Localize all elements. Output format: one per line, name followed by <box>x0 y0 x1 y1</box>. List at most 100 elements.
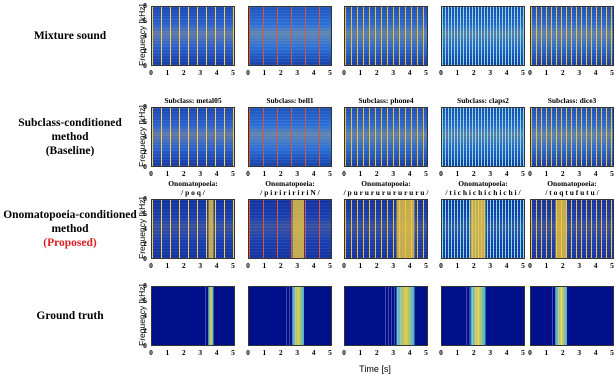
x-tick-label: 1 <box>358 169 363 178</box>
x-tick-label: 5 <box>231 261 235 270</box>
row-label: method <box>51 131 89 143</box>
x-tick-label: 4 <box>311 68 316 77</box>
y-tick-label: 4 <box>143 31 147 40</box>
x-tick-label: 4 <box>214 261 219 270</box>
x-tick-label: 4 <box>593 348 598 357</box>
spectrogram <box>441 286 525 346</box>
y-tick-label: 8 <box>143 194 147 203</box>
x-tick-label: 0 <box>246 68 250 77</box>
x-tick-label: 2 <box>374 261 379 270</box>
x-tick-label: 5 <box>231 68 235 77</box>
x-tick-label: 1 <box>455 261 460 270</box>
x-tick-label: 5 <box>610 348 614 357</box>
row-label: Onomatopoeia-conditioned <box>3 209 137 221</box>
panel-caption: Onomatopoeia: <box>361 179 411 188</box>
panel-caption: / p i r i r i r i r i N / <box>260 188 320 197</box>
x-tick-label: 0 <box>342 169 346 178</box>
x-tick-label: 3 <box>577 169 582 178</box>
x-tick-label: 1 <box>165 348 170 357</box>
panel-caption: Onomatopoeia: <box>458 179 508 188</box>
spectrogram <box>248 286 332 346</box>
x-tick-label: 5 <box>231 169 235 178</box>
x-tick-label: 4 <box>593 68 598 77</box>
x-tick-label: 1 <box>544 169 549 178</box>
x-tick-label: 3 <box>295 348 300 357</box>
y-tick-label: 6 <box>143 209 147 218</box>
x-tick-label: 2 <box>471 169 476 178</box>
x-tick-label: 2 <box>181 261 186 270</box>
x-tick-label: 0 <box>439 68 443 77</box>
x-tick-label: 3 <box>391 261 396 270</box>
spectrogram <box>248 199 332 259</box>
x-tick-label: 5 <box>424 261 428 270</box>
x-tick-label: 5 <box>328 348 332 357</box>
y-tick-label: 6 <box>143 296 147 305</box>
x-tick-label: 0 <box>439 348 443 357</box>
x-tick-label: 4 <box>593 261 598 270</box>
panel-caption: / t o q t u f u t u / <box>545 188 599 197</box>
panel-caption: / t i c h i c h i c h i c h i / <box>445 188 521 197</box>
x-tick-label: 4 <box>593 169 598 178</box>
x-tick-label: 4 <box>214 348 219 357</box>
x-tick-label: 0 <box>149 348 153 357</box>
x-tick-label: 2 <box>374 348 379 357</box>
x-tick-label: 0 <box>528 348 532 357</box>
x-tick-label: 1 <box>455 68 460 77</box>
panel-caption: / p o q / <box>181 188 205 197</box>
x-tick-label: 4 <box>311 261 316 270</box>
spectrogram <box>248 6 332 66</box>
x-tick-label: 0 <box>342 348 346 357</box>
x-tick-label: 0 <box>528 261 532 270</box>
x-tick-label: 1 <box>358 68 363 77</box>
x-tick-label: 5 <box>424 348 428 357</box>
panel-caption: / p u r u r u r u r u r u r u / <box>343 188 429 197</box>
x-tick-label: 1 <box>262 261 267 270</box>
spectrogram <box>151 286 235 346</box>
x-tick-label: 2 <box>374 169 379 178</box>
x-tick-label: 3 <box>391 348 396 357</box>
x-tick-label: 2 <box>560 68 565 77</box>
x-tick-label: 1 <box>544 261 549 270</box>
y-tick-label: 0 <box>143 254 147 263</box>
x-tick-label: 5 <box>521 261 525 270</box>
x-tick-label: 3 <box>488 68 493 77</box>
spectrogram <box>344 286 428 346</box>
spectrogram <box>441 107 525 167</box>
spectrogram <box>151 6 235 66</box>
x-tick-label: 1 <box>165 68 170 77</box>
x-tick-label: 4 <box>504 68 509 77</box>
y-tick-label: 8 <box>143 1 147 10</box>
panel-caption: Subclass: claps2 <box>457 96 509 105</box>
spectrogram <box>248 107 332 167</box>
x-tick-label: 1 <box>165 169 170 178</box>
y-tick-label: 4 <box>143 311 147 320</box>
y-tick-label: 2 <box>143 147 147 156</box>
x-tick-label: 0 <box>439 261 443 270</box>
x-tick-label: 0 <box>528 68 532 77</box>
spectrogram <box>441 199 525 259</box>
x-tick-label: 1 <box>358 348 363 357</box>
y-tick-label: 4 <box>143 224 147 233</box>
x-tick-label: 5 <box>521 169 525 178</box>
x-tick-label: 1 <box>165 261 170 270</box>
x-tick-label: 4 <box>407 68 412 77</box>
x-tick-label: 5 <box>610 68 614 77</box>
row-label-highlight: (Proposed) <box>43 237 97 249</box>
panel-caption: Subclass: phone4 <box>358 96 414 105</box>
y-tick-label: 4 <box>143 132 147 141</box>
spectrogram <box>441 6 525 66</box>
x-tick-label: 3 <box>295 68 300 77</box>
panel-caption: Onomatopoeia: <box>265 179 315 188</box>
row-label: (Baseline) <box>45 145 95 157</box>
x-tick-label: 5 <box>610 169 614 178</box>
x-tick-label: 3 <box>391 169 396 178</box>
x-tick-label: 0 <box>342 68 346 77</box>
row-label: Mixture sound <box>33 30 107 42</box>
x-tick-label: 0 <box>149 68 153 77</box>
x-tick-label: 4 <box>504 169 509 178</box>
x-axis-label: Time [s] <box>359 364 391 374</box>
x-tick-label: 3 <box>391 68 396 77</box>
y-tick-label: 6 <box>143 16 147 25</box>
spectrogram <box>344 107 428 167</box>
